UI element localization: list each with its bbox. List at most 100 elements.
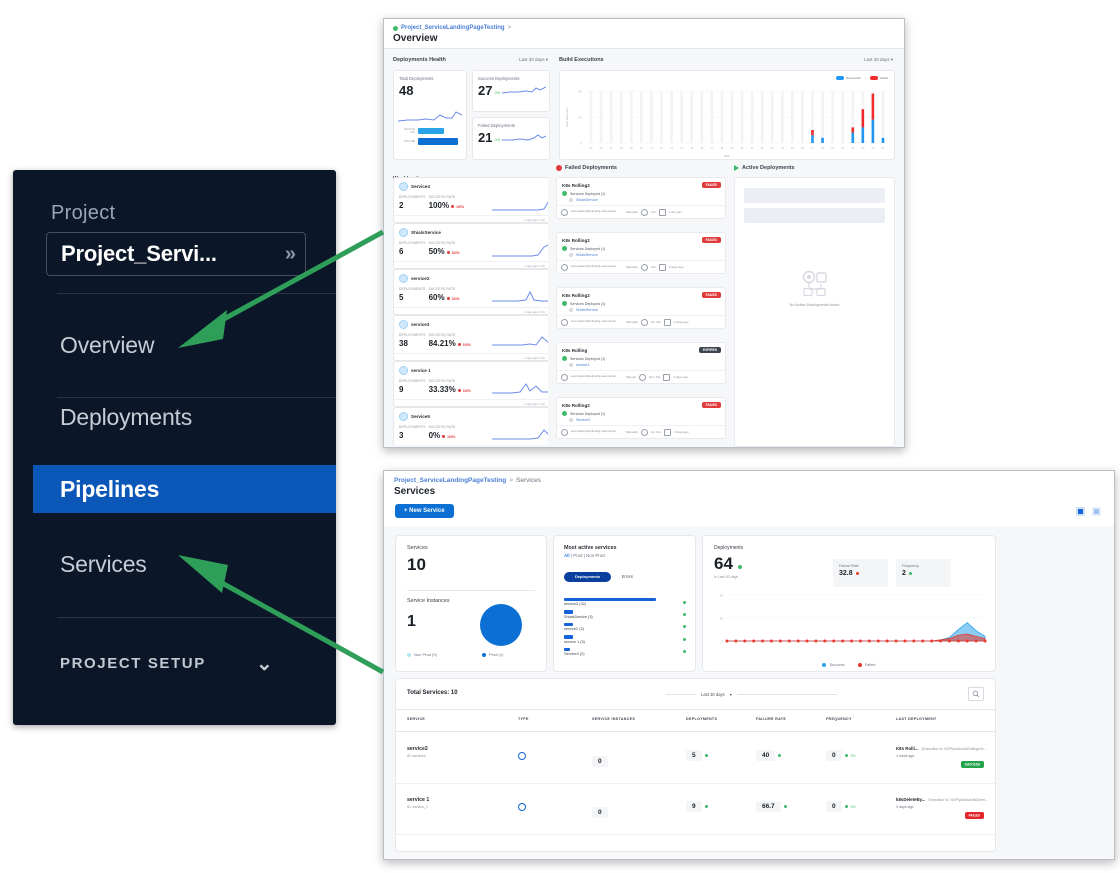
deployment-service[interactable]: ShialsService xyxy=(576,198,598,202)
most-active-tabs[interactable]: Deployments Errors xyxy=(554,558,695,583)
row-label: Service4 (2) xyxy=(564,651,585,656)
workload-sparkline xyxy=(491,244,548,257)
deployment-service[interactable]: Service3 xyxy=(576,418,590,422)
svg-text:23: 23 xyxy=(771,147,774,150)
row-label: service 1 (3) xyxy=(564,639,585,644)
sidebar-item-overview[interactable]: Overview xyxy=(33,321,336,369)
table-row[interactable]: service 1 ID: service_1 0 9 66.7 0 0% k8sDelete… xyxy=(396,783,995,835)
skeleton-row xyxy=(744,188,885,203)
total-deployments-card[interactable]: Total Deployments 48 Non Prod (24) Prod … xyxy=(393,70,467,160)
workload-footer: 1 day ago ⊙ 1h xyxy=(394,215,548,222)
col-success-label: SUCCESS RATE xyxy=(428,379,456,383)
workload-card[interactable]: service3 DEPLOYMENTS 38 SUCCESS RATE 84.21% 1… xyxy=(393,315,548,361)
breadcrumb-project[interactable]: Project_ServiceLandingPageTesting xyxy=(401,25,505,31)
most-active-row[interactable]: service 1 (3) xyxy=(564,635,686,644)
deployment-service[interactable]: ShialsService xyxy=(576,308,598,312)
most-active-row[interactable]: ShialsService (3) xyxy=(564,610,686,619)
most-active-row[interactable]: Service4 (2) xyxy=(564,647,686,656)
breadcrumb[interactable]: Project_ServiceLandingPageTesting > xyxy=(393,25,904,31)
success-deployments-card[interactable]: Success Deployments 27 0% xyxy=(472,70,550,112)
frequency: 0 xyxy=(826,801,842,812)
kpi-label: Frequency xyxy=(902,564,919,568)
table-row[interactable]: service2 ID: service2 0 5 40 0 0% K8s Rolli...(… xyxy=(396,732,995,784)
deployment-service[interactable]: ShialsService xyxy=(576,253,598,257)
sidebar-item-services[interactable]: Services xyxy=(33,540,336,588)
table-range-filter[interactable]: Last 30 days ▾ xyxy=(666,692,837,697)
sidebar-item-deployments[interactable]: Deployments xyxy=(33,393,336,441)
filter-label: Last 30 days xyxy=(863,57,890,62)
project-setup-label[interactable]: PROJECT SETUP xyxy=(60,655,206,672)
filter-all[interactable]: All xyxy=(564,553,570,558)
trend-dot-icon xyxy=(683,650,686,654)
breadcrumb[interactable]: Project_ServiceLandingPageTesting > Serv… xyxy=(394,477,1114,484)
most-active-filters[interactable]: All | Prod | Non Prod xyxy=(564,553,605,558)
workload-card[interactable]: service2 DEPLOYMENTS 5 SUCCESS RATE 60% 100% 1… xyxy=(393,269,548,315)
workload-card[interactable]: Service4 DEPLOYMENTS 2 SUCCESS RATE 100% 100%… xyxy=(393,177,548,223)
col-deployments-label: DEPLOYMENTS xyxy=(399,379,426,383)
failed-deployment-card[interactable]: K8s Rolling2 FAILED Services Deployed (1) S… xyxy=(556,397,726,439)
breadcrumb-project[interactable]: Project_ServiceLandingPageTesting xyxy=(394,477,507,484)
breadcrumb-separator: > xyxy=(507,25,512,31)
deployment-service[interactable]: service3 xyxy=(576,363,590,367)
pipeline-name: automationPipelineNg automation xyxy=(571,429,617,434)
workload-card[interactable]: service 1 DEPLOYMENTS 9 SUCCESS RATE 33.33% 1… xyxy=(393,361,548,407)
service-name[interactable]: service 1 xyxy=(407,797,430,803)
failed-deployment-card[interactable]: K8s Rolling EXPIRED Services Deployed (1) s… xyxy=(556,342,726,384)
failed-deployment-card[interactable]: K8s Rolling2 FAILED Services Deployed (1) S… xyxy=(556,232,726,274)
legend-swatch xyxy=(857,662,862,667)
search-icon xyxy=(972,690,980,698)
services-toolbar: + New Service xyxy=(384,499,1114,527)
workloads-list[interactable]: Service4 DEPLOYMENTS 2 SUCCESS RATE 100% 100%… xyxy=(393,177,548,445)
search-button[interactable] xyxy=(968,687,984,701)
svg-text:10: 10 xyxy=(640,147,643,150)
tab-deployments[interactable]: Deployments xyxy=(564,571,612,582)
last-deployment-title[interactable]: K8s Rolli... xyxy=(896,746,919,751)
table-divider xyxy=(396,731,995,732)
bar xyxy=(564,610,573,614)
deployments-chart-card: Deployments 64 in Last 30 days Failure R… xyxy=(702,535,996,672)
failed-deployments-title: Failed Deployments xyxy=(556,165,617,171)
filter-non-prod[interactable]: Non Prod xyxy=(586,553,605,558)
failed-deployment-card[interactable]: K8s Rolling2 FAILED Services Deployed (1) S… xyxy=(556,177,726,219)
failed-deployments-card[interactable]: Failed Deployments 21 0% xyxy=(472,117,550,160)
col-success-label: SUCCESS RATE xyxy=(428,195,456,199)
project-selector[interactable]: Project_Servi... » xyxy=(46,232,306,276)
svg-text:20: 20 xyxy=(741,147,744,150)
service-name[interactable]: service2 xyxy=(407,746,428,752)
workload-name: Service4 xyxy=(411,184,430,189)
workload-footer: 1 day ago ⊙ 1h xyxy=(394,307,548,314)
failed-deployments-see-all[interactable]: See All xyxy=(556,447,565,448)
col-success-label: SUCCESS RATE xyxy=(428,287,456,291)
last-deployment-when: 3 days ago xyxy=(896,805,914,809)
new-service-button[interactable]: + New Service xyxy=(395,504,454,518)
tab-errors[interactable]: Errors xyxy=(621,574,633,579)
deployments-health-filter[interactable]: Last 30 days ▾ xyxy=(518,57,548,62)
most-active-row[interactable]: service2 (3) xyxy=(564,622,686,631)
active-deployments-empty-card: No Active Deployments found xyxy=(734,177,895,447)
most-active-row[interactable]: service3 (32) xyxy=(564,598,686,606)
success-dot-icon xyxy=(562,246,567,251)
view-toggle-group[interactable] xyxy=(1076,507,1101,516)
build-executions-filter[interactable]: Last 30 days ▾ xyxy=(863,57,893,62)
failed-status-icon xyxy=(556,165,562,171)
success-sparkline xyxy=(502,86,547,94)
chevron-down-icon[interactable]: ⌄ xyxy=(256,653,273,675)
grid-view-icon[interactable] xyxy=(1076,507,1085,516)
services-panel: Project_ServiceLandingPageTesting > Serv… xyxy=(383,470,1115,860)
workload-card[interactable]: ShialsService DEPLOYMENTS 6 SUCCESS RATE 50%… xyxy=(393,223,548,269)
table-column-header: FAILURE RATE xyxy=(756,717,787,721)
sidebar-item-pipelines[interactable]: Pipelines xyxy=(33,465,336,513)
card-delta: 0% xyxy=(494,137,501,142)
failed-deployments-list[interactable]: K8s Rolling2 FAILED Services Deployed (1) S… xyxy=(556,177,728,445)
filter-prod[interactable]: Prod xyxy=(573,553,583,558)
list-view-icon[interactable] xyxy=(1092,507,1101,516)
svg-text:27: 27 xyxy=(811,147,814,150)
last-deployment-title[interactable]: k8sDeleteBy... xyxy=(896,797,926,802)
trend-dot-icon xyxy=(683,613,686,617)
service-dot-icon xyxy=(569,308,573,312)
workload-footer: 1 day ago ⊙ 1h xyxy=(394,399,548,406)
failed-deployment-card[interactable]: K8s Rolling2 FAILED Services Deployed (1) S… xyxy=(556,287,726,329)
workload-rate: 50% xyxy=(428,247,445,256)
legend-label: Prod (1) xyxy=(489,652,504,657)
